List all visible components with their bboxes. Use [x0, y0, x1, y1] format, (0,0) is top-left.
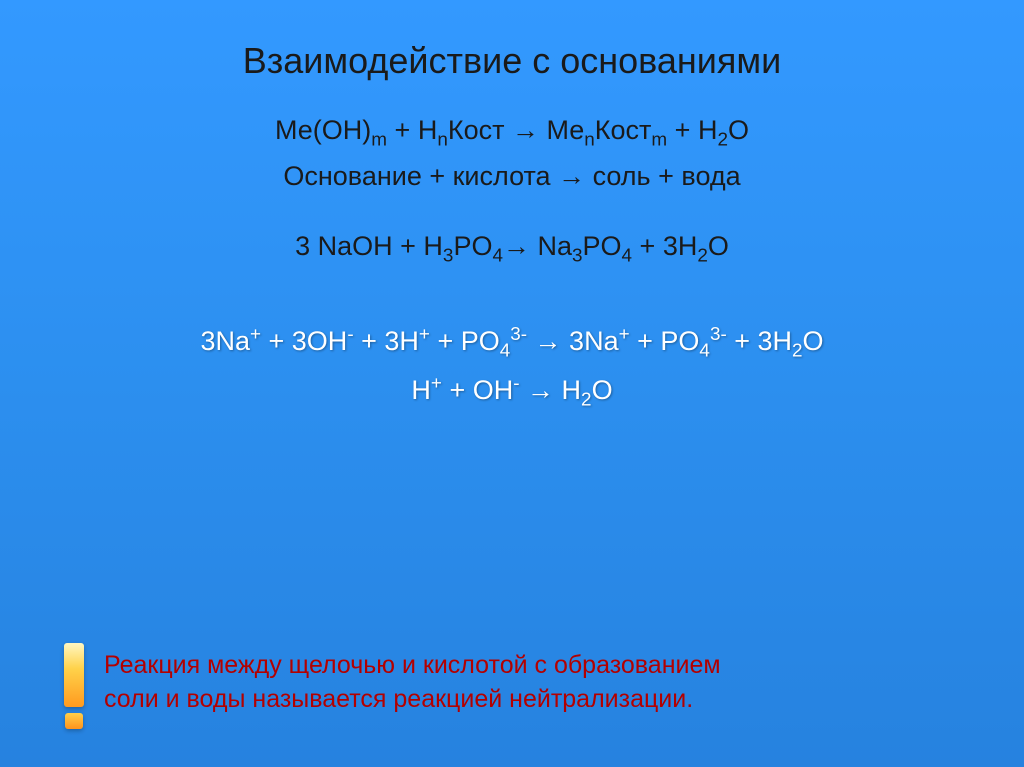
footer-text: Реакция между щелочью и кислотой c образ… [104, 649, 721, 717]
formula-naoh-h3po4: 3 NaOH + H3PO4→ Na3PO4 + 3H2O [60, 228, 964, 266]
slide-title: Взаимодействие с основаниями [60, 40, 964, 82]
formula-ionic-full: 3Na+ + 3OH- + 3H+ + PO43- → 3Na+ + PO43-… [60, 321, 964, 362]
footer-line-2: соли и воды называется реакцией нейтрали… [104, 685, 693, 713]
exclamation-icon [60, 637, 88, 729]
formula-words: Основание + кислота → соль + вода [60, 158, 964, 196]
slide-container: Взаимодействие с основаниями Ме(ОН)m + Н… [0, 0, 1024, 440]
formula-ionic-net: H+ + OH- → H2O [60, 370, 964, 411]
formula-general-acid-base: Ме(ОН)m + НnКост → МеnКостm + H2O [60, 112, 964, 150]
footer-line-1: Реакция между щелочью и кислотой c образ… [104, 651, 721, 679]
footer-callout: Реакция между щелочью и кислотой c образ… [60, 637, 964, 729]
